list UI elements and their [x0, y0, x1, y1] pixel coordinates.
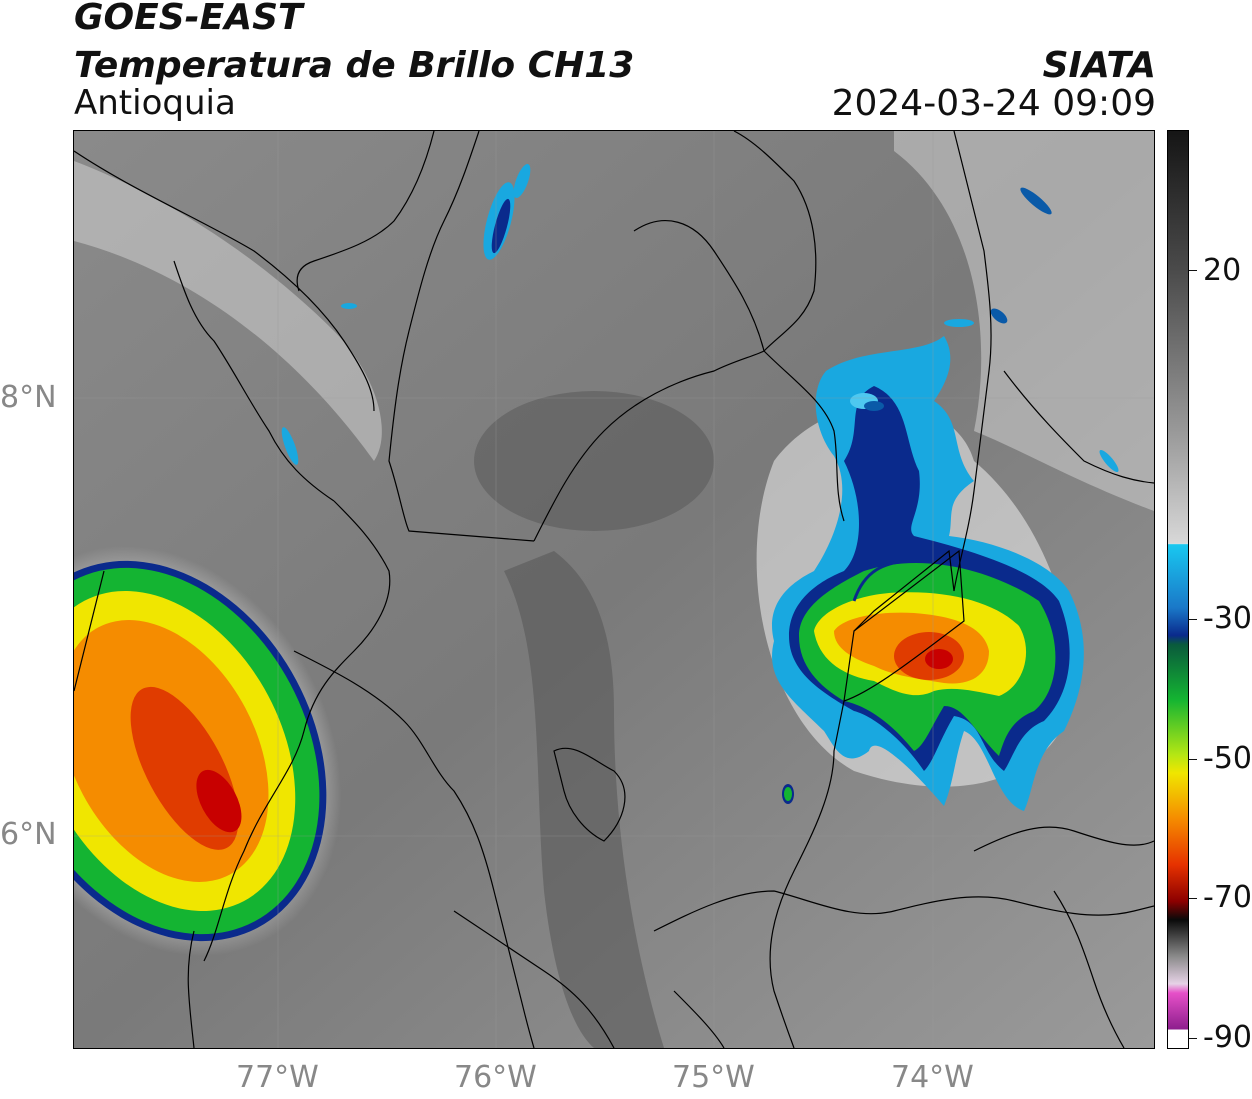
- colorbar-label-20: 20: [1203, 253, 1242, 288]
- coastlines-and-boundaries: [74, 131, 1154, 1048]
- datetime-label: 2024-03-24 09:09: [831, 83, 1156, 124]
- storm-cell-east: [772, 336, 1084, 811]
- colorbar-label-neg70: -70: [1203, 880, 1252, 915]
- lat-label-8n: 8°N: [0, 380, 57, 415]
- agency-label: SIATA: [1042, 45, 1156, 86]
- colorbar-tick-neg30: [1189, 619, 1197, 620]
- bright-cirrus-nw: [74, 161, 382, 461]
- colorbar-label-neg30: -30: [1203, 601, 1252, 636]
- colorbar-tick-20: [1189, 270, 1197, 271]
- region-label: Antioquia: [74, 83, 236, 123]
- lon-label-76w: 76°W: [454, 1060, 537, 1095]
- colorbar-tick-neg50: [1189, 759, 1197, 760]
- colorbar: [1167, 130, 1189, 1049]
- title-satellite: GOES-EAST: [74, 0, 303, 38]
- colorbar-tick-neg70: [1189, 898, 1197, 899]
- colorbar-tick-neg90: [1189, 1038, 1197, 1039]
- colorbar-gradient: [1168, 131, 1188, 1048]
- lon-label-75w: 75°W: [672, 1060, 755, 1095]
- graticule: [74, 131, 1154, 1048]
- colorbar-label-neg50: -50: [1203, 741, 1252, 776]
- lon-label-74w: 74°W: [891, 1060, 974, 1095]
- dark-area-north: [474, 391, 714, 531]
- lat-label-6n: 6°N: [0, 817, 57, 852]
- title-product: Temperatura de Brillo CH13: [74, 45, 635, 86]
- andes-dark-band: [504, 551, 664, 1048]
- bright-cirrus-ne: [894, 131, 1154, 511]
- map-canvas: [74, 131, 1154, 1048]
- satellite-map[interactable]: [73, 130, 1155, 1049]
- lon-label-77w: 77°W: [236, 1060, 319, 1095]
- colorbar-label-neg90: -90: [1203, 1020, 1252, 1055]
- small-cold-patches: [281, 163, 1119, 804]
